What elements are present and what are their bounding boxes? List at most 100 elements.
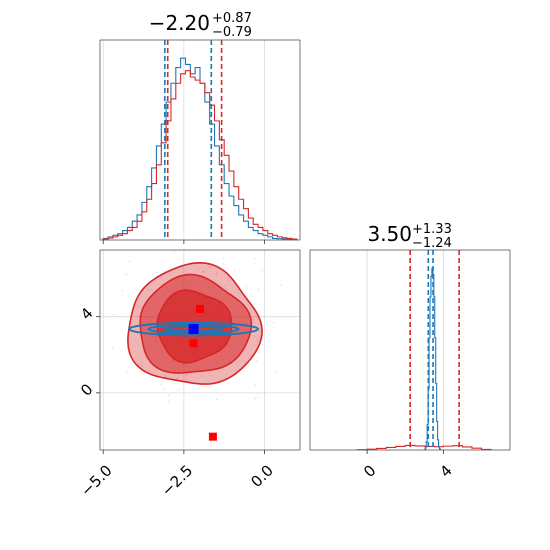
scatter-point [163, 270, 166, 273]
scatter-point [140, 362, 143, 364]
scatter-point [219, 371, 221, 373]
hist2-title-minus: −1.24 [412, 236, 452, 251]
scatter-point [160, 384, 163, 386]
contour-frame [99, 249, 301, 451]
scatter-point [165, 375, 168, 378]
scatter-point [257, 351, 260, 354]
panel-hist-param1: −2.20 +0.87 −0.79 [99, 11, 301, 244]
scatter-point [274, 371, 277, 373]
scatter-point [197, 387, 200, 390]
scatter-point [112, 313, 115, 316]
scatter-point [125, 273, 128, 275]
scatter-point [148, 369, 150, 371]
scatter-point [186, 373, 188, 376]
scatter-point [210, 374, 212, 377]
contour-x-ticks: −5.0 −2.5 0.0 [77, 450, 277, 500]
scatter-point [126, 347, 128, 350]
scatter-point [200, 375, 202, 377]
scatter-point [215, 273, 218, 276]
scatter-point [148, 289, 151, 291]
contour-xtick-label-0: −5.0 [77, 461, 115, 499]
contour-ytick-label-1: 4 [77, 304, 96, 323]
scatter-point [137, 305, 140, 308]
scatter-point [208, 266, 211, 269]
scatter-point [216, 398, 218, 401]
scatter-point [273, 321, 275, 324]
scatter-point [97, 432, 99, 434]
scatter-point [202, 270, 205, 273]
hist2-title-plus: +1.33 [412, 222, 452, 237]
contour-xtick-label-2: 0.0 [247, 461, 277, 491]
red-marker-1 [189, 339, 198, 348]
scatter-point [227, 276, 230, 278]
scatter-point [254, 397, 256, 400]
contour-y-ticks: 04 [77, 304, 100, 400]
scatter-point [280, 284, 282, 286]
scatter-point [257, 288, 260, 291]
scatter-point [255, 360, 258, 362]
scatter-point [261, 269, 263, 271]
scatter-point [252, 319, 255, 321]
scatter-point [257, 396, 259, 399]
scatter-point [163, 388, 166, 390]
scatter-point [254, 384, 257, 386]
scatter-point [237, 292, 240, 294]
hist2-title-median: 3.50 [367, 222, 412, 246]
scatter-point [233, 269, 236, 272]
hist2-quantile-lines [409, 250, 460, 450]
hist2-tick-label-1: 4 [436, 461, 455, 480]
scatter-point [168, 394, 170, 397]
scatter-point [141, 364, 143, 367]
scatter-point [253, 335, 256, 337]
scatter-point [155, 271, 158, 274]
scatter-point [121, 290, 124, 292]
scatter-point [185, 374, 188, 377]
scatter-point [222, 256, 225, 259]
hist1-step-1 [102, 70, 298, 240]
scatter-point [245, 285, 247, 288]
scatter-point [223, 263, 225, 265]
contour-ytick-label-0: 0 [77, 380, 96, 399]
scatter-point [222, 368, 225, 371]
scatter-point [226, 288, 228, 291]
scatter-point [163, 374, 166, 377]
scatter-point [215, 272, 218, 275]
scatter-point [173, 382, 175, 385]
hist2-tick-label-0: 0 [360, 461, 379, 480]
contour-xtick-label-1: −2.5 [158, 461, 196, 499]
scatter-point [176, 376, 179, 379]
hist1-title-median: −2.20 [149, 11, 210, 35]
hist1-ticks [102, 240, 265, 244]
scatter-point [168, 400, 170, 403]
scatter-point [138, 298, 140, 301]
scatter-point [227, 279, 230, 281]
panel-contour: −5.0 −2.5 0.0 04 [77, 249, 301, 500]
hist1-title-minus: −0.79 [212, 25, 252, 40]
hist1-quantile-lines [164, 40, 223, 240]
hist2-grid [366, 250, 444, 450]
hist2-step-0 [357, 444, 492, 451]
red-marker-2 [208, 432, 217, 441]
hist1-title-plus: +0.87 [212, 11, 252, 26]
scatter-point [256, 339, 258, 341]
blue-marker [188, 324, 199, 335]
hist2-frame [309, 249, 511, 451]
red-marker-0 [196, 305, 204, 314]
hist1-frame [99, 39, 301, 241]
scatter-point [125, 371, 128, 373]
scatter-point [173, 250, 176, 253]
scatter-point [202, 374, 205, 377]
scatter-point [224, 284, 226, 287]
scatter-point [177, 389, 180, 391]
contour-markers [188, 305, 217, 441]
scatter-point [202, 270, 205, 273]
scatter-point [236, 362, 239, 364]
hist1-step-0 [102, 57, 298, 241]
blue-contour-level-2 [128, 321, 260, 337]
scatter-point [128, 260, 131, 263]
hist1-series [102, 57, 298, 241]
scatter-point [254, 257, 257, 260]
